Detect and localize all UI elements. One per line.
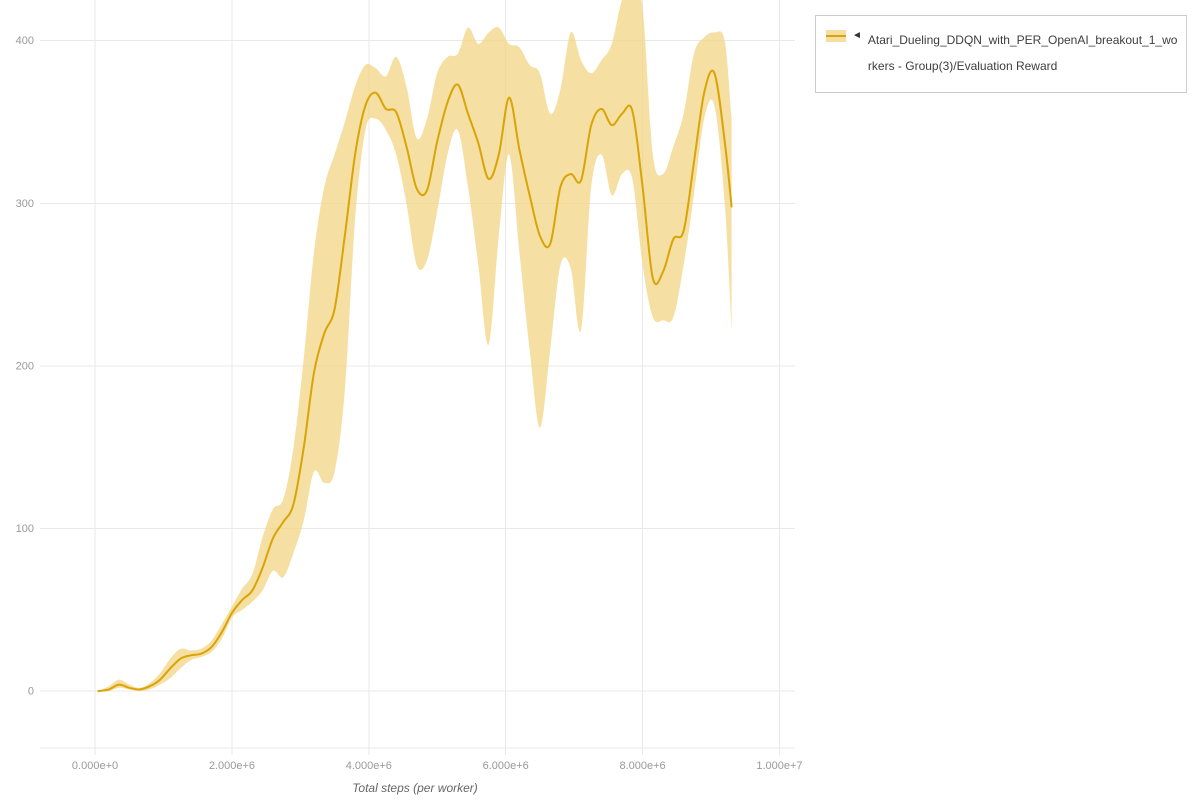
legend-series-label[interactable]: Atari_Dueling_DDQN_with_PER_OpenAI_break… [868,27,1178,80]
svg-text:2.000e+6: 2.000e+6 [209,760,255,772]
svg-text:1.000e+7: 1.000e+7 [756,760,802,772]
svg-text:200: 200 [16,360,34,372]
legend-collapse-icon[interactable]: ◄ [852,30,862,41]
svg-text:100: 100 [16,523,34,535]
mean-reward-line [97,69,733,693]
svg-text:4.000e+6: 4.000e+6 [346,760,392,772]
confidence-band [98,0,732,692]
legend[interactable]: ◄ Atari_Dueling_DDQN_with_PER_OpenAI_bre… [815,15,1187,93]
svg-text:300: 300 [16,198,34,210]
svg-text:0: 0 [28,686,34,698]
series-color-swatch [826,30,846,42]
svg-text:8.000e+6: 8.000e+6 [619,760,665,772]
x-axis-title: Total steps (per worker) [352,781,478,795]
svg-text:0.000e+0: 0.000e+0 [72,760,118,772]
series-line-swatch [826,35,846,37]
legend-series-label-line1: Atari_Dueling_DDQN_with_PER_OpenAI_break… [867,33,1178,47]
legend-series-label-line2: rkers - Group(3)/Evaluation Reward [867,59,1058,74]
svg-text:6.000e+6: 6.000e+6 [483,760,529,772]
svg-text:400: 400 [16,35,34,47]
